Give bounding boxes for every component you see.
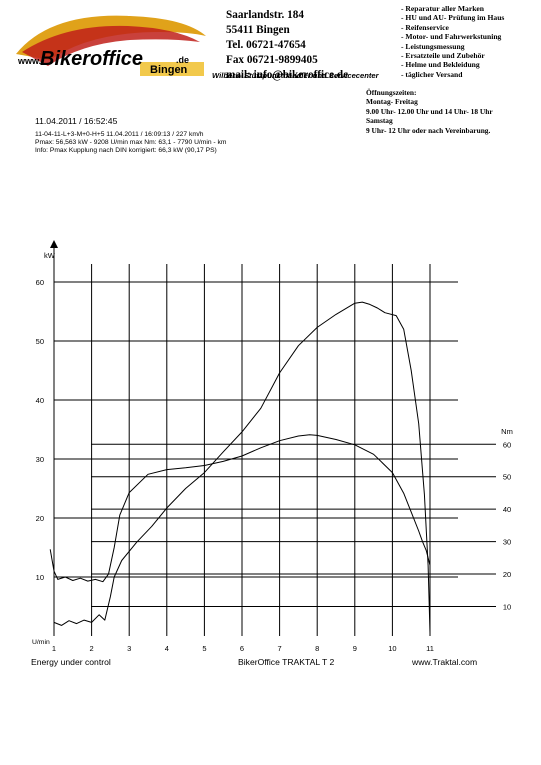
opening-hours-line: Montag- Freitag [366,97,418,107]
y2-tick-label: 30 [503,538,511,547]
service-item: - Ersatzteile und Zubehör [401,51,485,61]
logo-swoosh-red [22,25,200,66]
address-street: Saarlandstr. 184 [226,9,304,21]
y2-tick-label: 40 [503,505,511,514]
services-list: - Reparatur aller Marken - HU und AU- Pr… [401,4,504,79]
service-item: - Reifenservice [401,22,449,32]
x-tick-label: 6 [240,644,244,653]
logo-domain-prefix: www. [17,56,41,66]
opening-hours-line: 9.00 Uhr- 12.00 Uhr und 14 Uhr- 18 Uhr [366,106,493,116]
y2-tick-label: 10 [503,603,511,612]
y-tick-label: 30 [36,455,44,464]
y-tick-label: 60 [36,278,44,287]
y2-tick-label: 20 [503,570,511,579]
address-block: Saarlandstr. 184 55411 Bingen Tel. 06721… [226,8,348,83]
opening-hours-line: Öffnungszeiten: [366,88,417,97]
y2-tick-label: 50 [503,473,511,482]
footer-device: BikerOffice TRAKTAL T 2 [238,657,335,667]
footer-website[interactable]: www.Traktal.com [412,657,478,667]
y-axis-title: kW [44,251,56,260]
x-axis-title: U/min [32,639,50,646]
y-tick-label: 20 [36,514,44,523]
service-item: - täglicher Versand [401,69,463,79]
run-info-line: 11-04-11-L+3-M+0-H+5 11.04.2011 / 16:09:… [35,131,204,138]
opening-hours-line: Samstag [366,116,393,126]
x-tick-label: 10 [388,644,396,653]
address-email[interactable]: mail: info@bikeroffice.de [226,69,349,81]
torque-curve [49,434,431,583]
service-item: - HU und AU- Prüfung im Haus [401,13,505,23]
logo-brand-name: Bikeroffice [40,48,143,70]
dyno-chart: 1 2 3 4 5 6 7 8 9 10 11 10 20 30 40 50 60 10 20 30 40 50 60 kW N… [32,240,513,653]
footer-slogan: Energy under control [31,657,111,667]
x-tick-label: 5 [202,644,206,653]
x-tick-label: 2 [90,644,94,653]
x-tick-label: 1 [52,644,56,653]
x-tick-label: 11 [426,644,434,653]
run-datetime: 11.04.2011 / 16:52:45 [35,116,118,126]
y-tick-label: 50 [36,337,44,346]
y-tick-label: 40 [36,396,44,405]
x-tick-label: 9 [353,644,357,653]
y-tick-label: 10 [36,573,44,582]
logo-tld: .de [176,55,189,65]
run-info-line: Pmax: 56,563 kW - 9208 U/min max Nm: 63,… [35,139,227,147]
x-tick-label: 7 [278,644,282,653]
x-tick-label: 3 [127,644,131,653]
service-item: - Motor- und Fahrwerkstuning [401,32,502,42]
y2-axis-title: Nm [501,427,513,436]
logo-city: Bingen [150,64,188,76]
service-item: - Leistungsmessung [401,41,465,51]
opening-hours: Öffnungszeiten: Montag- Freitag 9.00 Uhr… [366,88,493,135]
power-curve [53,301,431,634]
tagline: Wilbers- Stützpunkthändler und Servicece… [212,71,379,80]
x-tick-label: 8 [315,644,319,653]
service-item: - Helme und Bekleidung [401,60,480,70]
run-info-line: Info: Pmax Kupplung nach DIN korrigiert:… [35,147,217,155]
company-logo: www. Bikeroffice .de Bingen [10,6,210,78]
run-info: 11-04-11-L+3-M+0-H+5 11.04.2011 / 16:09:… [35,131,226,156]
x-tick-label: 4 [165,644,169,653]
address-fax: Fax 06721-9899405 [226,54,318,66]
y2-tick-label: 60 [503,440,511,449]
address-phone: Tel. 06721-47654 [226,39,306,51]
y-axis-arrow [50,240,58,248]
service-item: - Reparatur aller Marken [401,4,485,13]
address-city: 55411 Bingen [226,24,290,36]
opening-hours-line: 9 Uhr- 12 Uhr oder nach Vereinbarung. [366,125,491,135]
logo-city-banner [140,62,204,76]
